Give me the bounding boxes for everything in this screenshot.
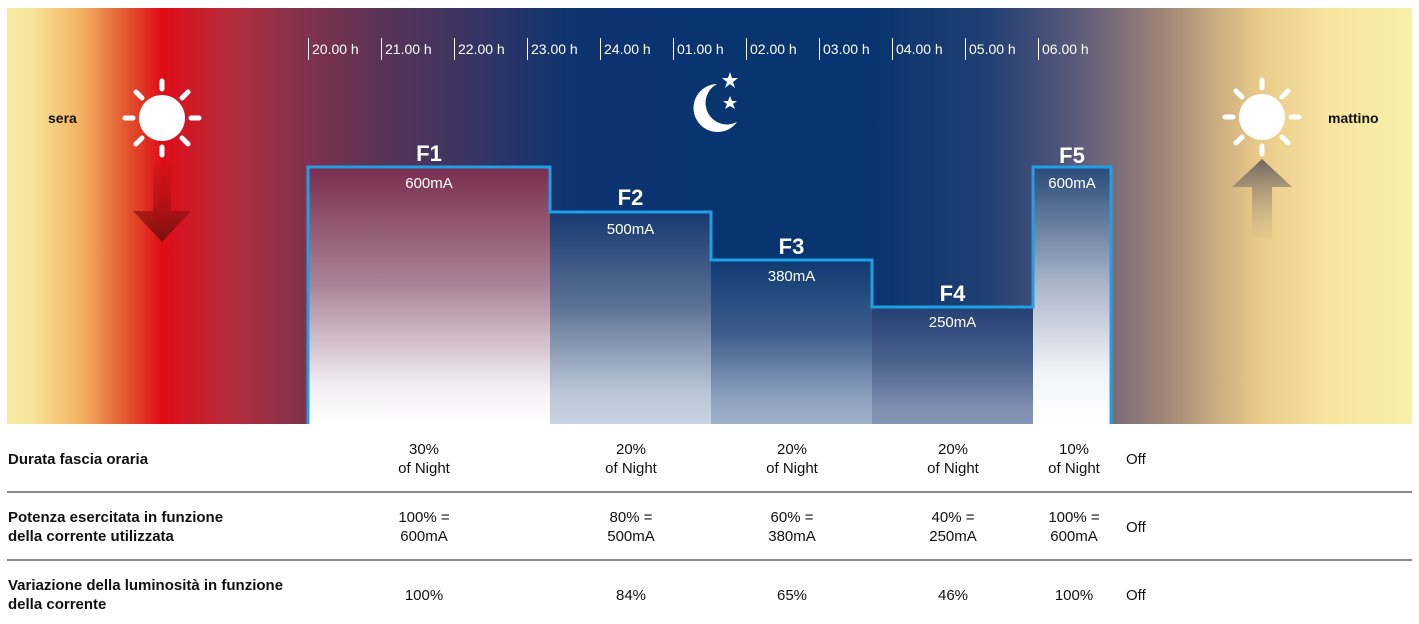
hour-tick <box>965 38 966 60</box>
hour-label: 01.00 h <box>677 41 724 57</box>
moon-icon <box>693 72 738 132</box>
table-cell: 20% of Night <box>766 441 818 477</box>
row-divider <box>7 559 1412 561</box>
hour-label: 23.00 h <box>531 41 578 57</box>
band-f3 <box>711 260 872 424</box>
band-name: F2 <box>617 185 644 210</box>
hour-tick <box>527 38 528 60</box>
hour-label: 06.00 h <box>1042 41 1089 57</box>
table-cell-off: Off <box>1126 587 1146 604</box>
table-cell: 30% of Night <box>398 441 450 477</box>
band-current: 600mA <box>405 175 453 192</box>
arrow-up-icon <box>1232 159 1292 238</box>
band-name: F4 <box>939 281 966 306</box>
table-cell: 100% = 600mA <box>398 509 450 545</box>
band-current: 500mA <box>606 221 655 238</box>
table-cell-off: Off <box>1126 451 1146 468</box>
star-icon <box>723 96 737 109</box>
hour-label: 21.00 h <box>385 41 432 57</box>
band-f2 <box>550 212 711 424</box>
table-cell: 20% of Night <box>605 441 657 477</box>
band-name: F5 <box>1059 143 1085 168</box>
morning-label: mattino <box>1328 110 1379 126</box>
hour-label: 02.00 h <box>750 41 797 57</box>
band-f1 <box>308 167 550 424</box>
sunset-icon <box>122 78 202 242</box>
hour-label: 04.00 h <box>896 41 943 57</box>
band-current: 600mA <box>1048 175 1096 192</box>
table-cell: 20% of Night <box>927 441 979 477</box>
table-cell: 60% = 380mA <box>768 509 816 545</box>
table-cell: 46% <box>937 587 969 604</box>
hour-label: 22.00 h <box>458 41 505 57</box>
hour-tick <box>819 38 820 60</box>
star-icon <box>722 72 738 88</box>
table-cell: 40% = 250mA <box>929 509 977 545</box>
sunrise-icon <box>1222 77 1302 238</box>
evening-label: sera <box>48 110 77 126</box>
row-label-brightness: Variazione della luminosità in funzione d… <box>8 577 284 613</box>
band-name: F1 <box>416 141 442 166</box>
band-f4 <box>872 307 1033 424</box>
table-cell-off: Off <box>1126 519 1146 536</box>
hour-tick <box>892 38 893 60</box>
hour-label: 24.00 h <box>604 41 651 57</box>
hour-tick <box>600 38 601 60</box>
band-name: F3 <box>778 234 805 259</box>
table-cell: 10% of Night <box>1048 441 1100 477</box>
table-cell: 80% = 500mA <box>607 509 655 545</box>
hour-tick <box>673 38 674 60</box>
arrow-down-icon <box>133 163 191 242</box>
band-current: 380mA <box>767 268 816 285</box>
hour-tick <box>381 38 382 60</box>
row-divider <box>7 491 1412 493</box>
table-cell: 65% <box>776 587 808 604</box>
table-cell: 100% <box>404 587 444 604</box>
row-label-power: Potenza esercitata in funzione della corr… <box>8 509 224 545</box>
row-label-duration: Durata fascia oraria <box>8 451 149 468</box>
hour-tick <box>454 38 455 60</box>
hour-label: 03.00 h <box>823 41 870 57</box>
current-profile-outline <box>306 165 1113 424</box>
band-current: 250mA <box>928 314 977 331</box>
hour-tick <box>1038 38 1039 60</box>
table-cell: 84% <box>615 587 647 604</box>
night-timeline-banner: 20.00 h 21.00 h 22.00 h 23.00 h 24.00 h … <box>7 8 1412 424</box>
hour-tick <box>746 38 747 60</box>
hour-label: 05.00 h <box>969 41 1016 57</box>
table-cell: 100% = 600mA <box>1048 509 1100 545</box>
hour-label: 20.00 h <box>312 41 359 57</box>
hour-tick <box>308 38 309 60</box>
band-f5 <box>1033 167 1111 424</box>
table-cell: 100% <box>1054 587 1094 604</box>
